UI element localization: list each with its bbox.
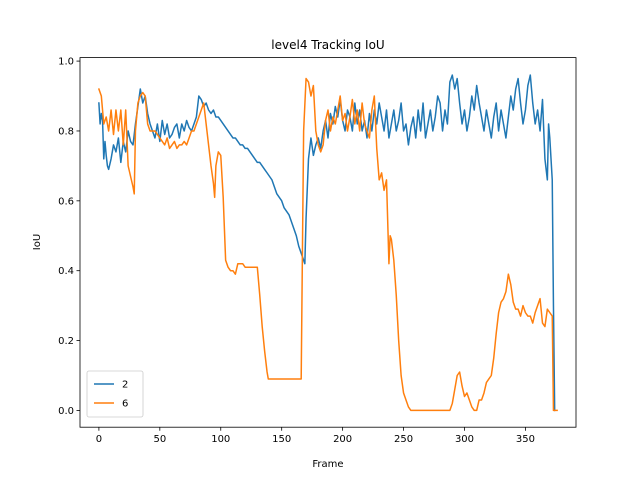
y-tick-label: 0.0 (58, 406, 74, 417)
series-line-2 (98, 74, 556, 412)
x-axis-label: Frame (312, 459, 343, 470)
y-axis-label: IoU (32, 234, 43, 250)
x-tick-label: 50 (153, 434, 166, 445)
series-layer (97, 74, 558, 412)
axes-frame (79, 57, 577, 428)
legend-label: 6 (122, 399, 128, 410)
x-tick-label: 200 (333, 434, 352, 445)
legend-box (86, 370, 144, 418)
x-tick-label: 350 (516, 434, 535, 445)
y-tick-label: 0.8 (58, 126, 74, 137)
legend-label: 2 (122, 380, 128, 391)
y-tick-label: 0.4 (58, 266, 74, 277)
x-tick-label: 100 (211, 434, 230, 445)
x-tick-label: 150 (272, 434, 291, 445)
series-line-6 (97, 77, 558, 412)
chart-title: level4 Tracking IoU (271, 38, 384, 52)
y-tick-label: 0.2 (58, 336, 74, 347)
y-tick-label: 0.6 (58, 196, 74, 207)
x-axis-ticks: 0 50 100 150 200 250 300 350 (96, 427, 535, 445)
y-axis-ticks: 0.0 0.2 0.4 0.6 0.8 1.0 (58, 57, 80, 417)
x-tick-label: 250 (394, 434, 413, 445)
x-tick-label: 300 (455, 434, 474, 445)
x-tick-label: 0 (96, 434, 102, 445)
y-tick-label: 1.0 (58, 57, 74, 68)
legend: 26 (86, 370, 144, 418)
